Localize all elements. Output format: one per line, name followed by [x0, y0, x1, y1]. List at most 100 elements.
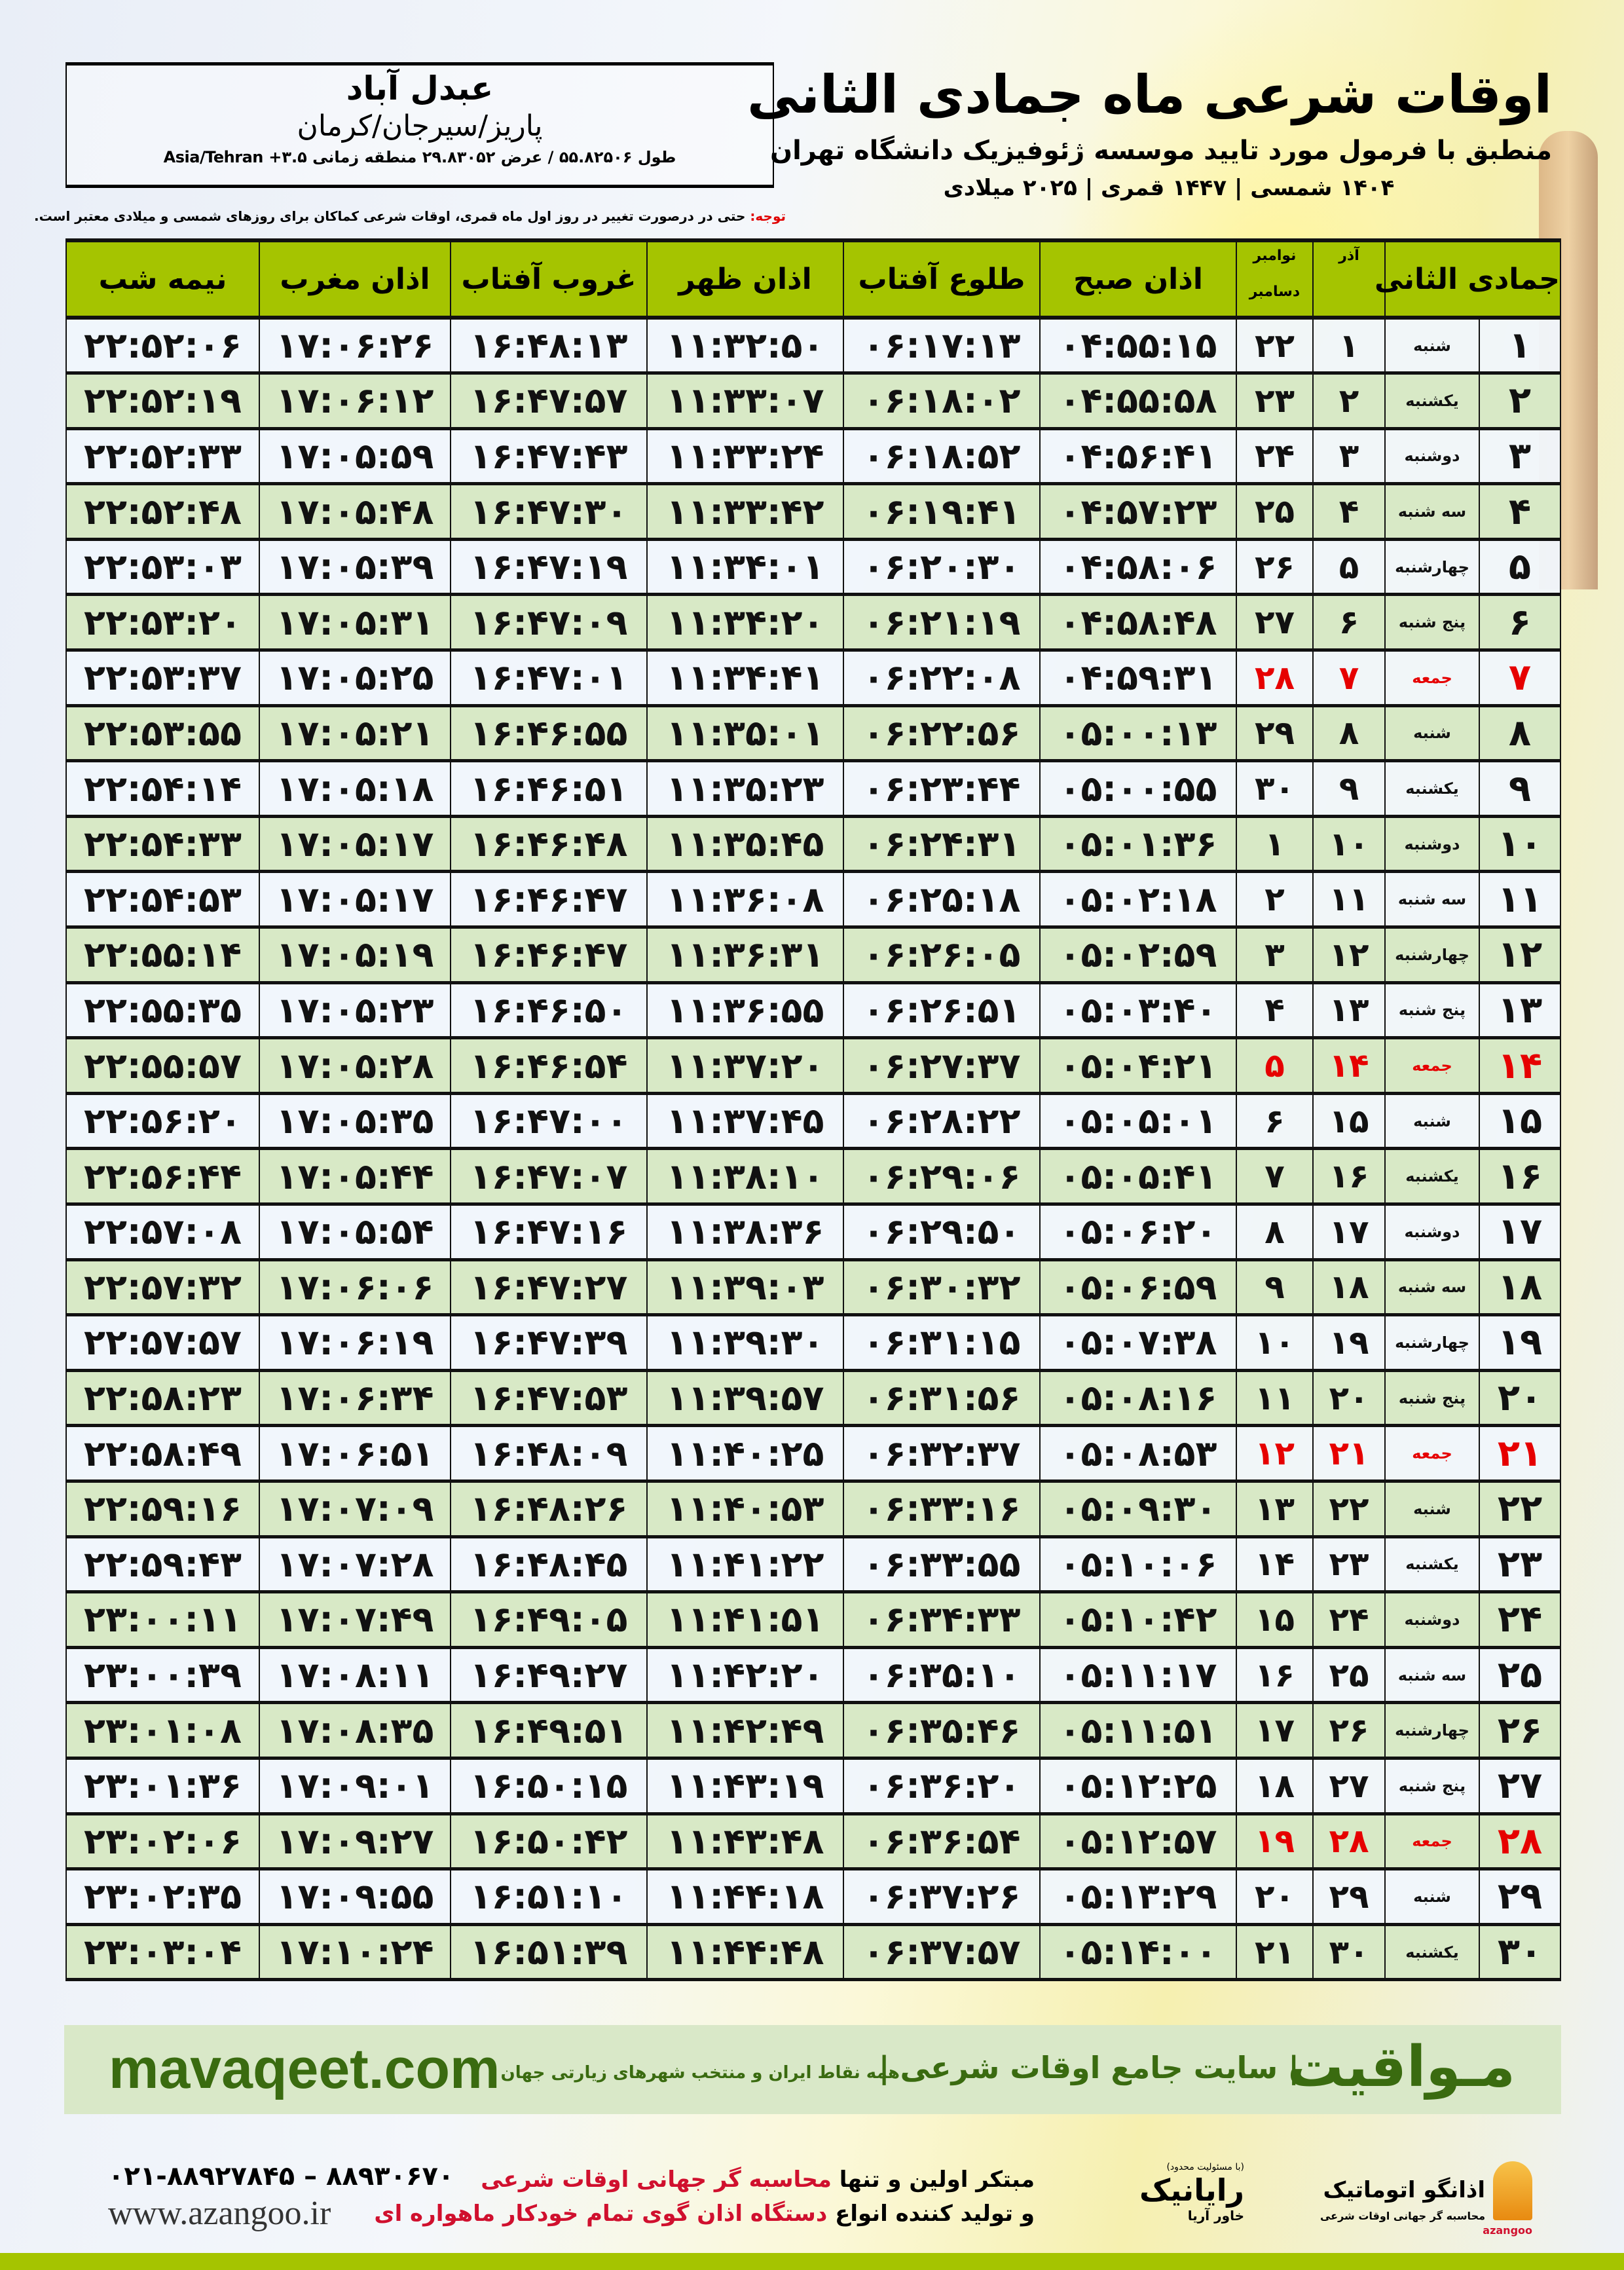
table-row: ۱۵ شنبه ۱۵ ۶ ۰۵:۰۵:۰۱ ۰۶:۲۸:۲۲ ۱۱:۳۷:۴۵ ۱۶:۴۷:۰… [65, 1092, 1562, 1151]
fajr-time: ۰۵:۰۱:۳۶ [1039, 815, 1237, 874]
gregorian-day: ۱ [1236, 815, 1314, 874]
header: اوقات شرعی ماه جمادی الثانی منطبق با فرم… [747, 59, 1553, 223]
col-maghrib: اذان مغرب [259, 238, 451, 320]
year-line: ۱۴۰۴ شمسی | ۱۴۴۷ قمری | ۲۰۲۵ میلادی [943, 175, 1395, 201]
sunrise-time: ۰۶:۲۶:۰۵ [843, 926, 1041, 984]
dhuhr-time: ۱۱:۳۶:۵۵ [646, 982, 844, 1040]
site-link[interactable]: mavaqeet.com [109, 2037, 500, 2100]
fajr-time: ۰۵:۰۶:۵۹ [1039, 1259, 1237, 1317]
azar-day: ۲۷ [1312, 1757, 1386, 1815]
gregorian-day: ۱۱ [1236, 1369, 1314, 1428]
gregorian-day: ۲۶ [1236, 538, 1314, 597]
day-number: ۱ [1479, 317, 1562, 375]
gregorian-day: ۱۹ [1236, 1813, 1314, 1871]
table-row: ۲۴ دوشنبه ۲۴ ۱۵ ۰۵:۱۰:۴۲ ۰۶:۳۴:۳۳ ۱۱:۴۱:۵۱ ۱۶:۴… [65, 1591, 1562, 1649]
day-number: ۱۰ [1479, 815, 1562, 874]
midnight-time: ۲۲:۵۵:۳۵ [65, 982, 260, 1040]
dhuhr-time: ۱۱:۳۹:۰۳ [646, 1259, 844, 1317]
day-number: ۵ [1479, 538, 1562, 597]
table-row: ۱۶ یکشنبه ۱۶ ۷ ۰۵:۰۵:۴۱ ۰۶:۲۹:۰۶ ۱۱:۳۸:۱۰ ۱۶:۴۷… [65, 1147, 1562, 1206]
dhuhr-time: ۱۱:۴۲:۴۹ [646, 1702, 844, 1760]
midnight-time: ۲۲:۵۹:۱۶ [65, 1480, 260, 1538]
day-number: ۸ [1479, 705, 1562, 763]
azar-day: ۲۱ [1312, 1424, 1386, 1483]
rayanik-name: رایانیک [1139, 2172, 1244, 2208]
azangoo-link[interactable]: www.azangoo.ir [108, 2195, 331, 2232]
promo-line1-highlight: محاسبه گر جهانی اوقات شرعی [481, 2167, 832, 2193]
table-row: ۹ یکشنبه ۹ ۳۰ ۰۵:۰۰:۵۵ ۰۶:۲۳:۴۴ ۱۱:۳۵:۲۳ ۱۶:۴۶:… [65, 760, 1562, 818]
day-number: ۹ [1479, 760, 1562, 818]
gregorian-day: ۱۷ [1236, 1702, 1314, 1760]
sunset-time: ۱۶:۴۸:۰۹ [450, 1424, 648, 1483]
weekday: شنبه [1384, 1868, 1481, 1926]
fajr-time: ۰۴:۵۸:۴۸ [1039, 593, 1237, 652]
weekday: یکشنبه [1384, 760, 1481, 818]
dhuhr-time: ۱۱:۳۶:۳۱ [646, 926, 844, 984]
sunrise-time: ۰۶:۳۷:۵۷ [843, 1924, 1041, 1982]
maghrib-time: ۱۷:۰۵:۳۱ [259, 593, 451, 652]
midnight-time: ۲۲:۵۳:۰۳ [65, 538, 260, 597]
weekday: پنج شنبه [1384, 1757, 1481, 1815]
maghrib-time: ۱۷:۱۰:۲۴ [259, 1924, 451, 1982]
weekday: پنج شنبه [1384, 593, 1481, 652]
maghrib-time: ۱۷:۰۹:۲۷ [259, 1813, 451, 1871]
sunrise-time: ۰۶:۱۸:۵۲ [843, 428, 1041, 486]
azar-day: ۱۴ [1312, 1037, 1386, 1095]
sunrise-time: ۰۶:۳۶:۲۰ [843, 1757, 1041, 1815]
weekday: دوشنبه [1384, 1203, 1481, 1261]
day-number: ۲۳ [1479, 1536, 1562, 1594]
sunrise-time: ۰۶:۳۷:۲۶ [843, 1868, 1041, 1926]
maghrib-time: ۱۷:۰۵:۱۸ [259, 760, 451, 818]
fajr-time: ۰۵:۰۸:۱۶ [1039, 1369, 1237, 1428]
fajr-time: ۰۴:۵۷:۲۳ [1039, 483, 1237, 541]
maghrib-time: ۱۷:۰۷:۲۸ [259, 1536, 451, 1594]
table-row: ۲۷ پنج شنبه ۲۷ ۱۸ ۰۵:۱۲:۲۵ ۰۶:۳۶:۲۰ ۱۱:۴۳:۱۹ ۱۶… [65, 1757, 1562, 1815]
fajr-time: ۰۵:۰۸:۵۳ [1039, 1424, 1237, 1483]
gregorian-day: ۲ [1236, 870, 1314, 929]
prayer-times-table: جمادی الثانی آذر نوامبر دسامبر اذان صبح ط… [65, 238, 1562, 1982]
azar-day: ۲۵ [1312, 1647, 1386, 1705]
col-december: دسامبر [1249, 284, 1301, 300]
dhuhr-time: ۱۱:۳۳:۲۴ [646, 428, 844, 486]
dhuhr-time: ۱۱:۳۴:۲۰ [646, 593, 844, 652]
midnight-time: ۲۲:۵۸:۲۳ [65, 1369, 260, 1428]
col-month: جمادی الثانی [1375, 238, 1562, 320]
maghrib-time: ۱۷:۰۸:۱۱ [259, 1647, 451, 1705]
azar-day: ۱۷ [1312, 1203, 1386, 1261]
azar-day: ۲۹ [1312, 1868, 1386, 1926]
dome-icon [1493, 2161, 1532, 2220]
table-row: ۵ چهارشنبه ۵ ۲۶ ۰۴:۵۸:۰۶ ۰۶:۲۰:۳۰ ۱۱:۳۴:۰۱ ۱۶:۴… [65, 538, 1562, 597]
table-row: ۱۲ چهارشنبه ۱۲ ۳ ۰۵:۰۲:۵۹ ۰۶:۲۶:۰۵ ۱۱:۳۶:۳۱ ۱۶:… [65, 926, 1562, 984]
sunrise-time: ۰۶:۱۷:۱۳ [843, 317, 1041, 375]
sunrise-time: ۰۶:۳۳:۵۵ [843, 1536, 1041, 1594]
sunset-time: ۱۶:۴۶:۴۸ [450, 815, 648, 874]
midnight-time: ۲۲:۵۳:۵۵ [65, 705, 260, 763]
location-region: پاریز/سیرجان/کرمان [297, 109, 543, 143]
azar-day: ۱۰ [1312, 815, 1386, 874]
table-row: ۷ جمعه ۷ ۲۸ ۰۴:۵۹:۳۱ ۰۶:۲۲:۰۸ ۱۱:۳۴:۴۱ ۱۶:۴۷:۰۱… [65, 649, 1562, 707]
weekday: شنبه [1384, 1480, 1481, 1538]
fajr-time: ۰۵:۰۲:۵۹ [1039, 926, 1237, 984]
brand-logo: مـواقیت [1287, 2034, 1516, 2100]
dhuhr-time: ۱۱:۴۰:۵۳ [646, 1480, 844, 1538]
weekday: یکشنبه [1384, 1536, 1481, 1594]
midnight-time: ۲۳:۰۰:۱۱ [65, 1591, 260, 1649]
gregorian-day: ۲۲ [1236, 317, 1314, 375]
sunset-time: ۱۶:۴۹:۵۱ [450, 1702, 648, 1760]
sunrise-time: ۰۶:۳۴:۳۳ [843, 1591, 1041, 1649]
fajr-time: ۰۵:۱۱:۱۷ [1039, 1647, 1237, 1705]
weekday: جمعه [1384, 649, 1481, 707]
sunrise-time: ۰۶:۱۸:۰۲ [843, 372, 1041, 430]
maghrib-time: ۱۷:۰۵:۳۵ [259, 1092, 451, 1151]
dhuhr-time: ۱۱:۳۸:۱۰ [646, 1147, 844, 1206]
day-number: ۲ [1479, 372, 1562, 430]
sunrise-time: ۰۶:۲۵:۱۸ [843, 870, 1041, 929]
azar-day: ۷ [1312, 649, 1386, 707]
day-number: ۱۹ [1479, 1314, 1562, 1372]
day-number: ۱۸ [1479, 1259, 1562, 1317]
dhuhr-time: ۱۱:۳۴:۰۱ [646, 538, 844, 597]
sunset-time: ۱۶:۴۷:۴۳ [450, 428, 648, 486]
page-title: اوقات شرعی ماه جمادی الثانی [747, 64, 1552, 125]
day-number: ۱۲ [1479, 926, 1562, 984]
sunrise-time: ۰۶:۳۵:۱۰ [843, 1647, 1041, 1705]
